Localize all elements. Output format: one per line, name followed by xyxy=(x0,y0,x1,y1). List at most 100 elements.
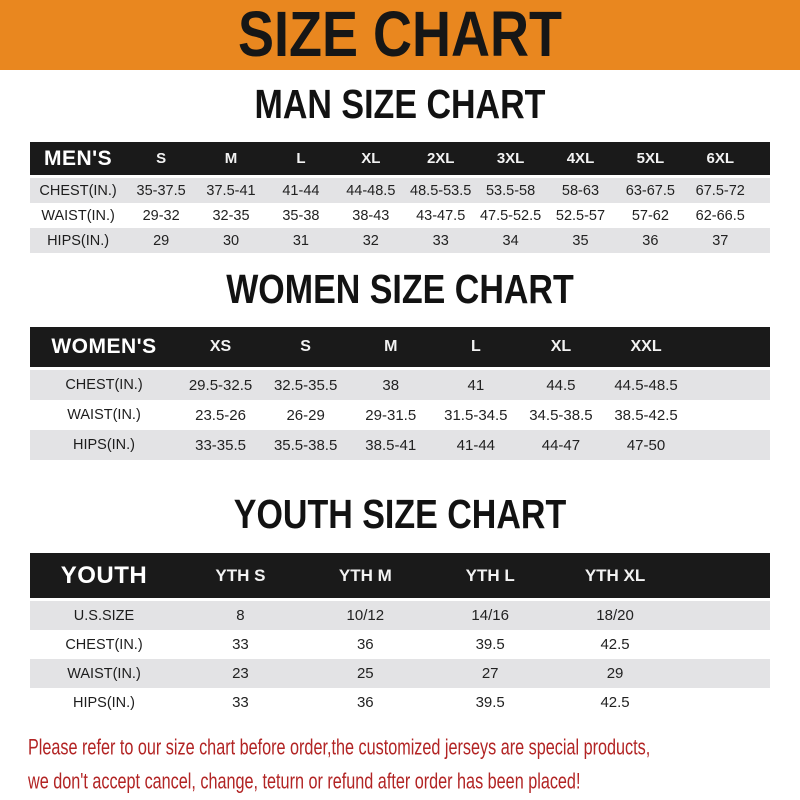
size-value: 47-50 xyxy=(626,436,666,454)
women-chart-heading: WOMEN SIZE CHART xyxy=(0,267,800,313)
row-label: WAIST(IN.) xyxy=(67,665,141,682)
measurement-row: HIPS(IN.) 33-35.5 35.5-38.5 38.5-41 41-44 44-… xyxy=(30,430,770,460)
measurement-row: CHEST(IN.) 35-37.5 37.5-41 41-44 44-48.5 48.5… xyxy=(30,176,770,204)
header-filler-cell xyxy=(688,327,770,370)
size-value: 32.5-35.5 xyxy=(273,376,338,394)
size-column-header: 2XL xyxy=(405,142,476,178)
size-value: 18/20 xyxy=(596,607,634,624)
size-value: 8 xyxy=(236,607,245,624)
measurement-row: CHEST(IN.) 33 36 39.5 42.5 xyxy=(30,630,770,659)
size-value: 23.5-26 xyxy=(195,406,246,424)
size-value: 41 xyxy=(467,376,485,394)
size-value: 41-44 xyxy=(456,436,496,454)
size-header-row: WOMEN'S XS S M L XL XXL xyxy=(30,327,770,370)
size-column-header: 5XL xyxy=(615,142,686,178)
footer-line-1: Please refer to our size chart before or… xyxy=(28,734,651,760)
size-column-header: M xyxy=(196,142,266,178)
youth-section: YOUTH SIZE CHART YOUTH YTH S YTH M YTH L YTH… xyxy=(0,492,800,717)
size-value: 23 xyxy=(232,665,249,682)
size-value: 37.5-41 xyxy=(206,182,256,199)
size-value: 35 xyxy=(572,232,589,249)
row-label: CHEST(IN.) xyxy=(65,636,143,653)
size-value: 33 xyxy=(232,636,249,653)
size-value: 62-66.5 xyxy=(695,207,745,224)
men-section: MAN SIZE CHART MEN'S S M L XL 2XL 3XL 4XL 5XL 6XL… xyxy=(0,82,800,253)
page-title: SIZE CHART xyxy=(238,0,562,71)
row-filler-cell xyxy=(755,203,770,228)
size-value: 36 xyxy=(642,232,659,249)
size-column-header: 3XL xyxy=(475,142,546,178)
measurement-row: HIPS(IN.) 33 36 39.5 42.5 xyxy=(30,688,770,717)
size-value: 67.5-72 xyxy=(695,182,745,199)
size-value: 25 xyxy=(356,665,374,682)
size-value: 30 xyxy=(222,232,240,249)
size-value: 57-62 xyxy=(631,207,669,224)
size-value: 53.5-58 xyxy=(485,182,536,199)
row-filler-cell xyxy=(755,177,770,204)
size-value: 36 xyxy=(356,636,374,653)
size-value: 29 xyxy=(153,232,170,249)
size-column-header: L xyxy=(433,327,519,370)
size-value: 33 xyxy=(232,694,249,711)
row-label: CHEST(IN.) xyxy=(39,182,117,199)
men-size-table: MEN'S S M L XL 2XL 3XL 4XL 5XL 6XL CHEST(IN.) 35-37… xyxy=(30,142,770,253)
size-value: 38-43 xyxy=(352,207,390,224)
row-filler-cell xyxy=(678,688,771,717)
size-header-row: YOUTH YTH S YTH M YTH L YTH XL xyxy=(30,553,770,601)
size-column-header: M xyxy=(348,327,434,370)
size-value: 47.5-52.5 xyxy=(479,207,542,224)
size-value: 35.5-38.5 xyxy=(273,436,338,454)
size-value: 39.5 xyxy=(475,636,505,653)
banner: SIZE CHART xyxy=(0,0,800,70)
size-value: 34.5-38.5 xyxy=(529,406,593,424)
row-label: HIPS(IN.) xyxy=(72,694,136,711)
row-label: WAIST(IN.) xyxy=(67,407,141,423)
youth-chart-title: YOUTH SIZE CHART xyxy=(233,492,567,538)
youth-size-table: YOUTH YTH S YTH M YTH L YTH XL U.S.SIZE 8 10/12… xyxy=(30,553,770,717)
size-value: 33-35.5 xyxy=(195,436,246,454)
size-value: 44-48.5 xyxy=(346,182,396,199)
row-filler-cell xyxy=(678,600,771,631)
women-chart-title: WOMEN SIZE CHART xyxy=(226,267,574,313)
row-filler-cell xyxy=(689,400,770,430)
size-column-header: 4XL xyxy=(545,142,616,178)
size-column-header: 6XL xyxy=(685,142,756,178)
size-column-header: L xyxy=(265,142,336,178)
row-filler-cell xyxy=(689,430,770,460)
size-column-header: YTH M xyxy=(302,553,428,601)
row-filler-cell xyxy=(678,659,771,688)
size-value: 31 xyxy=(292,232,309,249)
size-value: 29-32 xyxy=(142,207,180,224)
size-column-header: XL xyxy=(518,327,604,370)
size-value: 38.5-42.5 xyxy=(614,406,678,424)
size-value: 27 xyxy=(481,665,499,682)
row-label: HIPS(IN.) xyxy=(47,232,110,249)
size-value: 35-37.5 xyxy=(136,182,186,199)
measurement-row: WAIST(IN.) 23 25 27 29 xyxy=(30,659,770,688)
men-chart-heading: MAN SIZE CHART xyxy=(0,82,800,128)
size-value: 31.5-34.5 xyxy=(444,406,508,424)
row-filler-cell xyxy=(678,630,771,659)
size-column-header: XXL xyxy=(603,327,689,370)
size-value: 38 xyxy=(382,376,400,394)
size-value: 48.5-53.5 xyxy=(410,182,472,199)
size-value: 10/12 xyxy=(346,607,385,624)
size-value: 26-29 xyxy=(286,406,325,424)
size-column-header: YTH XL xyxy=(552,553,678,601)
header-filler-cell xyxy=(677,553,770,601)
size-column-header: XS xyxy=(178,327,264,370)
size-column-header: S xyxy=(126,142,197,178)
row-label: CHEST(IN.) xyxy=(65,377,143,393)
size-value: 39.5 xyxy=(475,694,505,711)
size-value: 35-38 xyxy=(282,207,320,224)
measurement-row: U.S.SIZE 8 10/12 14/16 18/20 xyxy=(30,599,771,631)
size-value: 43-47.5 xyxy=(416,207,466,224)
size-value: 42.5 xyxy=(600,694,630,711)
size-value: 14/16 xyxy=(471,607,509,624)
size-value: 29.5-32.5 xyxy=(188,376,253,394)
size-column-header: YTH S xyxy=(178,553,303,601)
measurement-row: WAIST(IN.) 23.5-26 26-29 29-31.5 31.5-34.5 34… xyxy=(30,400,770,430)
size-value: 32-35 xyxy=(212,207,250,224)
size-value: 58-63 xyxy=(561,182,600,199)
size-column-header: S xyxy=(263,327,349,370)
